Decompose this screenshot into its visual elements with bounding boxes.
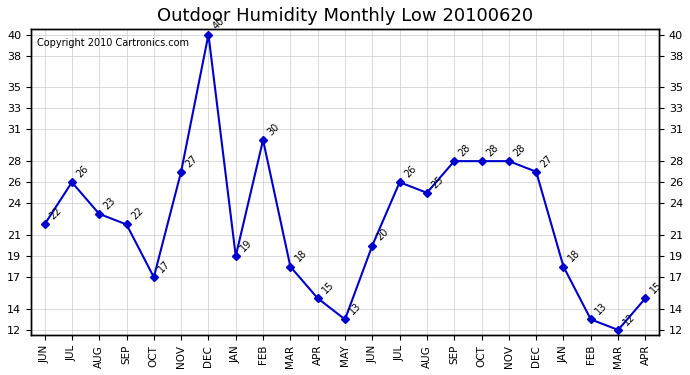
Text: 23: 23 (102, 195, 118, 211)
Text: Copyright 2010 Cartronics.com: Copyright 2010 Cartronics.com (37, 39, 189, 48)
Text: 30: 30 (266, 122, 282, 137)
Text: 13: 13 (348, 301, 364, 316)
Text: 25: 25 (430, 174, 446, 190)
Text: 28: 28 (484, 142, 500, 158)
Text: 28: 28 (457, 142, 473, 158)
Text: 27: 27 (184, 153, 200, 169)
Text: 18: 18 (293, 248, 309, 264)
Title: Outdoor Humidity Monthly Low 20100620: Outdoor Humidity Monthly Low 20100620 (157, 7, 533, 25)
Text: 26: 26 (75, 164, 90, 180)
Text: 15: 15 (648, 280, 664, 296)
Text: 22: 22 (48, 206, 63, 222)
Text: 26: 26 (402, 164, 418, 180)
Text: 19: 19 (239, 238, 254, 253)
Text: 22: 22 (129, 206, 145, 222)
Text: 18: 18 (566, 248, 582, 264)
Text: 28: 28 (512, 142, 527, 158)
Text: 20: 20 (375, 227, 391, 243)
Text: 12: 12 (621, 311, 637, 327)
Text: 17: 17 (157, 259, 172, 274)
Text: 13: 13 (593, 301, 609, 316)
Text: 15: 15 (320, 280, 336, 296)
Text: 40: 40 (211, 16, 227, 32)
Text: 27: 27 (539, 153, 555, 169)
